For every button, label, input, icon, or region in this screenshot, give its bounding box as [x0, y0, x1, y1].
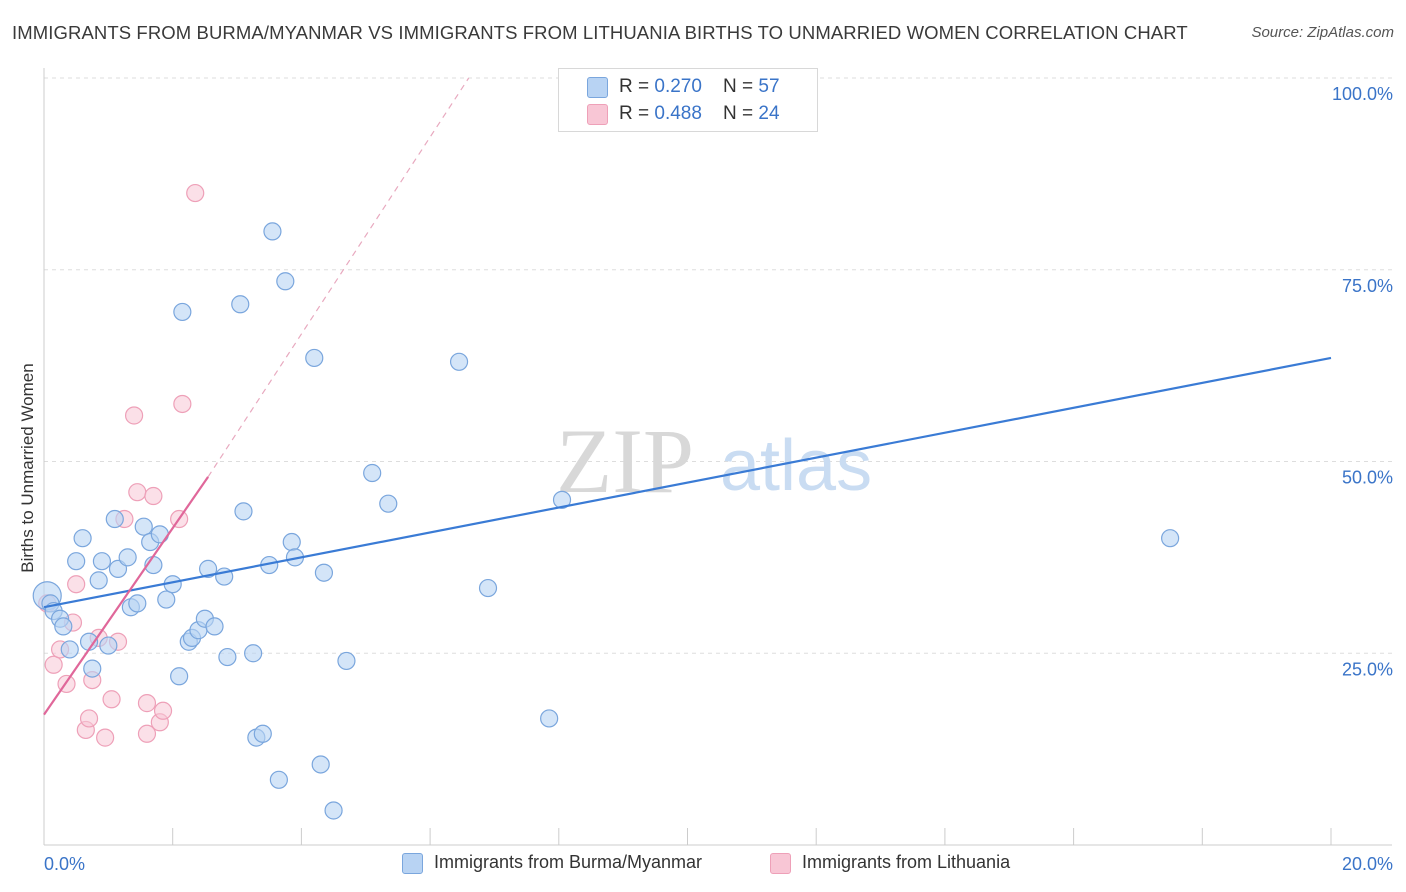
- data-point-burma: [150, 525, 169, 544]
- data-point-burma: [234, 502, 253, 521]
- data-point-burma: [244, 644, 263, 663]
- grid-lines: [44, 77, 1392, 654]
- y-tick-label: 75.0%: [1342, 276, 1393, 296]
- trend-line-lithuania: [43, 476, 209, 716]
- y-axis-title: Births to Unmarried Women: [18, 363, 37, 573]
- data-point-burma: [363, 463, 382, 483]
- trend-line-lithuania-extension: [207, 77, 470, 478]
- data-point-burma: [89, 571, 108, 590]
- y-tick-label: 25.0%: [1342, 659, 1393, 679]
- bottom-legend-label-burma: Immigrants from Burma/Myanmar: [434, 852, 703, 872]
- bottom-legend-swatch-pink: [770, 853, 791, 874]
- watermark-atlas: atlas: [720, 426, 872, 506]
- legend-r-label: R =: [619, 76, 655, 97]
- data-point-burma: [173, 302, 192, 322]
- data-point-burma: [218, 647, 237, 667]
- data-point-lithuania: [44, 655, 63, 674]
- data-point-burma: [282, 532, 301, 552]
- data-point-burma: [105, 509, 124, 529]
- legend-n-label: N =: [723, 76, 759, 97]
- data-point-lithuania: [173, 394, 192, 414]
- data-point-burma: [198, 559, 218, 578]
- data-point-burma: [92, 552, 112, 571]
- data-point-lithuania: [137, 694, 157, 713]
- data-point-lithuania: [102, 690, 121, 709]
- y-tick-label: 50.0%: [1342, 468, 1393, 488]
- legend-r-value: 0.270: [654, 76, 702, 97]
- x-tick-label: 20.0%: [1342, 854, 1393, 874]
- data-point-lithuania: [124, 406, 144, 425]
- data-point-lithuania: [137, 724, 157, 743]
- data-point-burma: [552, 490, 572, 509]
- data-point-lithuania: [153, 701, 173, 720]
- source-label: Source: ZipAtlas.com: [1251, 24, 1394, 41]
- data-point-burma: [324, 801, 343, 820]
- watermark-zip: ZIP: [556, 410, 694, 512]
- data-point-burma: [269, 770, 288, 789]
- y-tick-label: 100.0%: [1332, 84, 1393, 104]
- legend-n-value: 24: [758, 103, 780, 124]
- tick-labels: 25.0% 50.0% 75.0% 100.0% 0.0% 20.0%: [44, 84, 1393, 874]
- data-point-burma: [1161, 529, 1180, 548]
- x-tick-label: 0.0%: [44, 854, 85, 874]
- data-point-burma: [83, 659, 102, 678]
- legend-n-value: 57: [758, 76, 780, 97]
- data-point-burma: [231, 295, 250, 314]
- trend-line-burma: [43, 356, 1332, 609]
- data-point-burma: [67, 552, 86, 571]
- data-point-burma: [276, 272, 295, 291]
- legend-r-value: 0.488: [654, 103, 702, 124]
- data-point-burma: [478, 578, 498, 598]
- data-point-burma: [253, 724, 272, 743]
- data-point-burma: [305, 348, 324, 368]
- legend-n-label: N =: [723, 103, 759, 124]
- data-point-burma: [314, 563, 334, 582]
- data-point-burma: [170, 667, 189, 686]
- data-point-burma: [118, 548, 137, 567]
- data-point-burma: [99, 636, 118, 655]
- trend-lines: [43, 77, 1332, 716]
- data-point-lithuania: [96, 728, 115, 747]
- legend-r-label: R =: [619, 103, 655, 124]
- legend-swatch-blue: [587, 77, 608, 98]
- data-points: [32, 68, 1180, 820]
- correlation-legend: R = 0.270 N = 57 R = 0.488 N = 24: [558, 68, 818, 132]
- data-point-burma: [134, 517, 153, 536]
- bottom-legend-swatch-blue: [402, 853, 423, 874]
- data-point-burma: [379, 494, 398, 513]
- data-point-lithuania: [128, 483, 147, 502]
- data-point-burma: [311, 755, 330, 774]
- data-point-burma: [337, 651, 356, 671]
- data-point-burma: [128, 594, 147, 613]
- watermark: ZIP atlas: [556, 410, 872, 512]
- data-point-lithuania: [186, 183, 205, 203]
- data-point-burma: [263, 222, 282, 241]
- data-point-burma: [54, 617, 73, 636]
- data-point-burma: [540, 709, 559, 728]
- data-point-burma: [60, 640, 79, 659]
- data-point-lithuania: [67, 575, 86, 594]
- chart-title: IMMIGRANTS FROM BURMA/MYANMAR VS IMMIGRA…: [12, 22, 1188, 43]
- data-point-burma: [73, 529, 92, 548]
- data-point-burma: [205, 617, 224, 636]
- data-point-burma: [449, 352, 469, 371]
- data-point-burma: [157, 590, 176, 609]
- data-point-lithuania: [144, 486, 163, 506]
- axes: [43, 68, 1392, 846]
- legend-swatch-pink: [587, 104, 608, 125]
- data-point-lithuania: [79, 709, 99, 728]
- bottom-legend-label-lithuania: Immigrants from Lithuania: [802, 852, 1011, 872]
